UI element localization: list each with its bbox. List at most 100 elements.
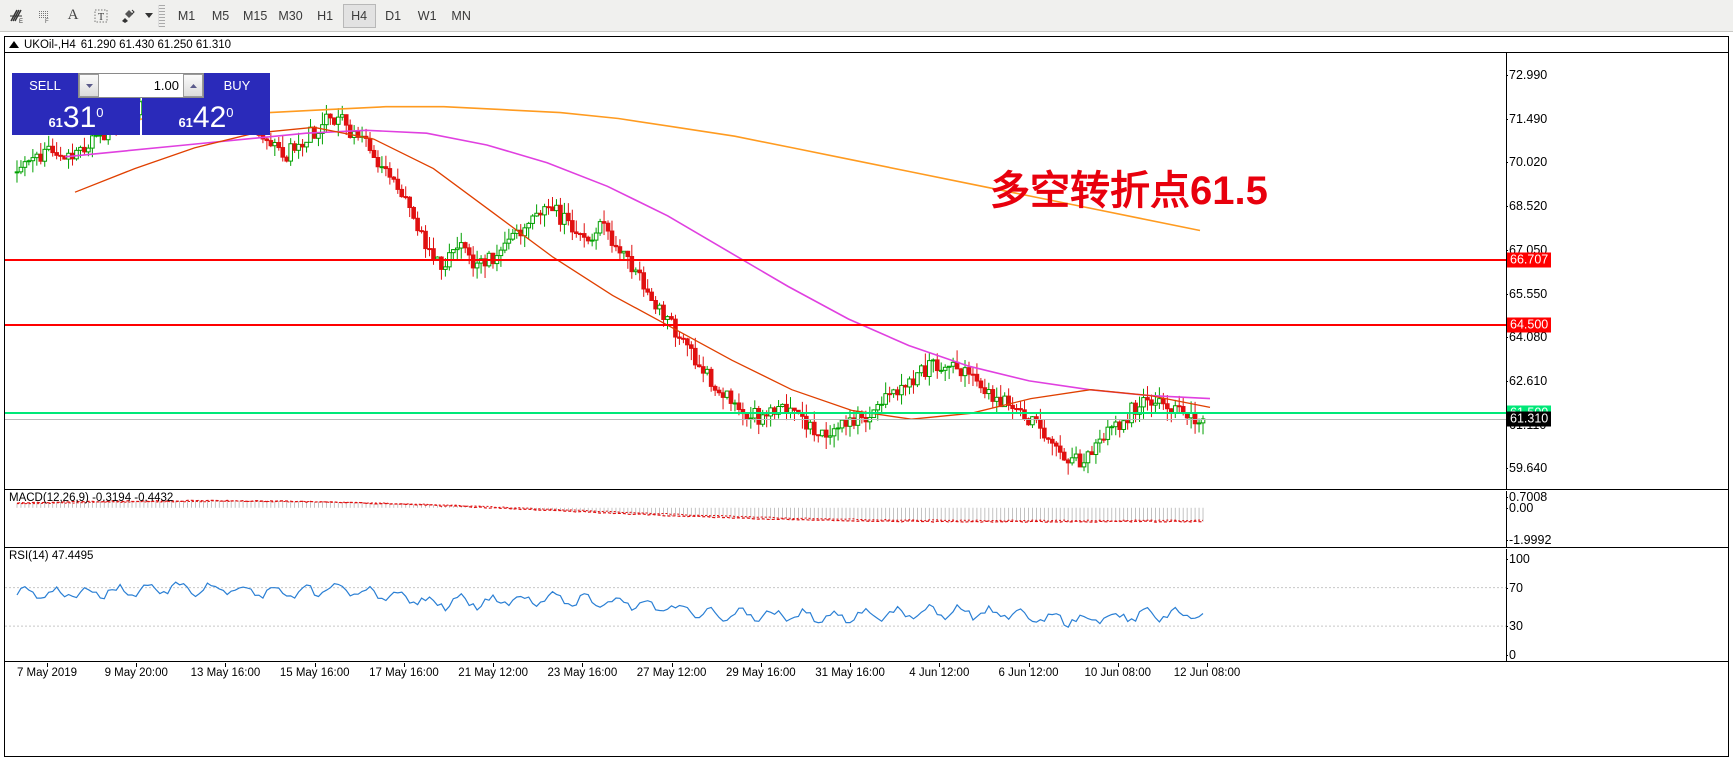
svg-text:T: T	[98, 12, 104, 23]
timeframe-h1[interactable]: H1	[317, 8, 334, 23]
time-tick-label: 17 May 16:00	[369, 667, 439, 679]
rsi-pane: RSI(14) 47.4495 100 70 30 0	[5, 549, 1728, 662]
time-tick-label: 13 May 16:00	[190, 667, 261, 679]
price-tick: 62.610	[1507, 373, 1548, 388]
rsi-plot: RSI(14) 47.4495	[5, 549, 1506, 661]
time-tick-mark	[1028, 663, 1030, 667]
text-label-icon[interactable]: A	[67, 7, 79, 23]
time-tick-mark	[1207, 663, 1208, 667]
timeframe-w1[interactable]: W1	[417, 8, 437, 23]
price-tick: 65.550	[1507, 286, 1548, 301]
timeframe-h4[interactable]: H4	[342, 3, 376, 28]
chevron-down-icon[interactable]	[145, 13, 153, 18]
volume-input[interactable]: 1.00	[99, 74, 183, 97]
buy-price-display[interactable]: 61 42 0	[142, 98, 270, 135]
time-axis[interactable]: 7 May 2019 9 May 20:00 13 May 16:00 15 May …	[5, 663, 1728, 756]
price-tick: 64.080	[1507, 330, 1548, 345]
level-line-resistance-2	[5, 323, 1506, 326]
time-tick-label: 10 Jun 08:00	[1084, 667, 1152, 679]
time-tick-mark	[403, 663, 405, 667]
price-tick: 59.640	[1507, 461, 1548, 476]
timeframe-group: M1 M5 M15 M30 H1 H4 D1 W1 MN	[170, 3, 478, 28]
level-line-resistance-1	[5, 258, 1506, 261]
time-tick-label: 21 May 12:00	[458, 667, 528, 679]
toolbar-divider	[158, 4, 165, 27]
objects-icon[interactable]	[116, 4, 142, 28]
time-tick-label: 9 May 20:00	[104, 667, 168, 679]
buy-price-prefix: 61	[178, 115, 193, 130]
chart-symbol-label: UKOil-,H4	[24, 38, 76, 51]
price-tick: 70.020	[1507, 155, 1548, 170]
rsi-tick: 30	[1507, 619, 1523, 634]
time-tick-label: 27 May 12:00	[636, 667, 707, 679]
level-line-support-pivot	[5, 412, 1506, 415]
macd-tick: 0.00	[1507, 500, 1534, 515]
buy-price-suffix: 0	[226, 105, 234, 120]
chart-header: UKOil-,H4 61.290 61.430 61.250 61.310	[5, 37, 1728, 53]
time-tick-mark	[47, 663, 48, 667]
timeframe-m1[interactable]: M1	[177, 8, 196, 23]
timeframe-d1[interactable]: D1	[385, 8, 402, 23]
time-tick-mark	[760, 663, 762, 667]
rsi-tick: 0	[1507, 648, 1516, 661]
time-tick-label: 29 May 16:00	[726, 667, 796, 679]
time-tick-mark	[314, 663, 316, 667]
time-tick-label: 23 May 16:00	[547, 667, 618, 679]
time-tick-mark	[225, 663, 227, 667]
macd-axis[interactable]: 0.7008 0.00 -1.9992	[1506, 491, 1728, 547]
expert-advisor-icon[interactable]: E	[4, 4, 30, 28]
sell-price-main: 31	[62, 101, 97, 134]
volume-stepper[interactable]: 1.00	[78, 73, 204, 98]
timeframe-m30[interactable]: M30	[278, 8, 303, 23]
time-tick-label: 31 May 16:00	[815, 667, 885, 679]
macd-pane: MACD(12,26,9) -0.3194 -0.4432 0.7008 0.00…	[5, 491, 1728, 548]
sell-price-suffix: 0	[96, 105, 104, 120]
rsi-tick: 100	[1507, 551, 1530, 566]
macd-series	[16, 499, 1204, 523]
chart-window: UKOil-,H4 61.290 61.430 61.250 61.310 多空…	[4, 36, 1729, 757]
time-tick-label: 4 Jun 12:00	[909, 667, 970, 679]
chart-ohlc-values: 61.290 61.430 61.250 61.310	[80, 38, 232, 51]
price-plot: 多空转折点61.5	[5, 53, 1506, 489]
price-tick: 72.990	[1507, 67, 1548, 82]
timeframe-m5[interactable]: M5	[211, 8, 230, 23]
macd-tick: -1.9992	[1507, 532, 1552, 547]
time-tick-label: 15 May 16:00	[279, 667, 350, 679]
time-tick-mark	[1117, 663, 1119, 667]
time-tick-label: 6 Jun 12:00	[998, 667, 1059, 679]
time-tick-mark	[136, 663, 138, 667]
time-tick-mark	[671, 663, 673, 667]
price-pane: 多空转折点61.5 72.990 71.490 70.020 68.520 67.050…	[5, 53, 1728, 490]
time-tick-label: 12 Jun 08:00	[1173, 667, 1241, 679]
level-line-current-price	[5, 418, 1506, 420]
collapse-triangle-icon[interactable]	[9, 41, 19, 48]
price-tick: 68.520	[1507, 199, 1548, 214]
timeframe-mn[interactable]: MN	[451, 8, 471, 23]
volume-decrement-button[interactable]	[79, 74, 99, 97]
rsi-label: RSI(14) 47.4495	[9, 550, 94, 562]
macd-label: MACD(12,26,9) -0.3194 -0.4432	[9, 492, 174, 504]
macd-tick: 0.7008	[1507, 491, 1548, 504]
text-object-icon[interactable]: T	[88, 4, 114, 28]
volume-increment-button[interactable]	[183, 74, 203, 97]
sell-price-display[interactable]: 61 31 0	[12, 98, 140, 135]
one-click-trading-panel: SELL 1.00 BUY 61 31 0 61	[12, 73, 270, 135]
main-toolbar: E F A T M1 M5 M15 M30 H1 H4 D1 W1 MN	[0, 0, 1733, 32]
sell-price-prefix: 61	[48, 115, 63, 130]
rsi-axis[interactable]: 100 70 30 0	[1506, 549, 1728, 661]
time-tick-mark	[493, 663, 495, 667]
time-tick-label: 7 May 2019	[16, 667, 78, 679]
time-axis-labels: 7 May 2019 9 May 20:00 13 May 16:00 15 May …	[5, 663, 1506, 756]
time-tick-mark	[850, 663, 852, 667]
rsi-tick: 70	[1507, 580, 1523, 595]
svg-text:F: F	[45, 19, 49, 25]
rsi-series	[5, 581, 1506, 629]
timeframe-m15[interactable]: M15	[243, 8, 268, 23]
price-axis[interactable]: 72.990 71.490 70.020 68.520 67.050 65.550 64.0…	[1506, 53, 1728, 489]
indicator-list-icon[interactable]: F	[32, 4, 58, 28]
sell-button[interactable]: SELL	[12, 73, 78, 98]
time-tick-mark	[939, 663, 941, 667]
buy-button[interactable]: BUY	[204, 73, 270, 98]
buy-price-main: 42	[192, 101, 227, 134]
svg-text:E: E	[19, 19, 23, 25]
